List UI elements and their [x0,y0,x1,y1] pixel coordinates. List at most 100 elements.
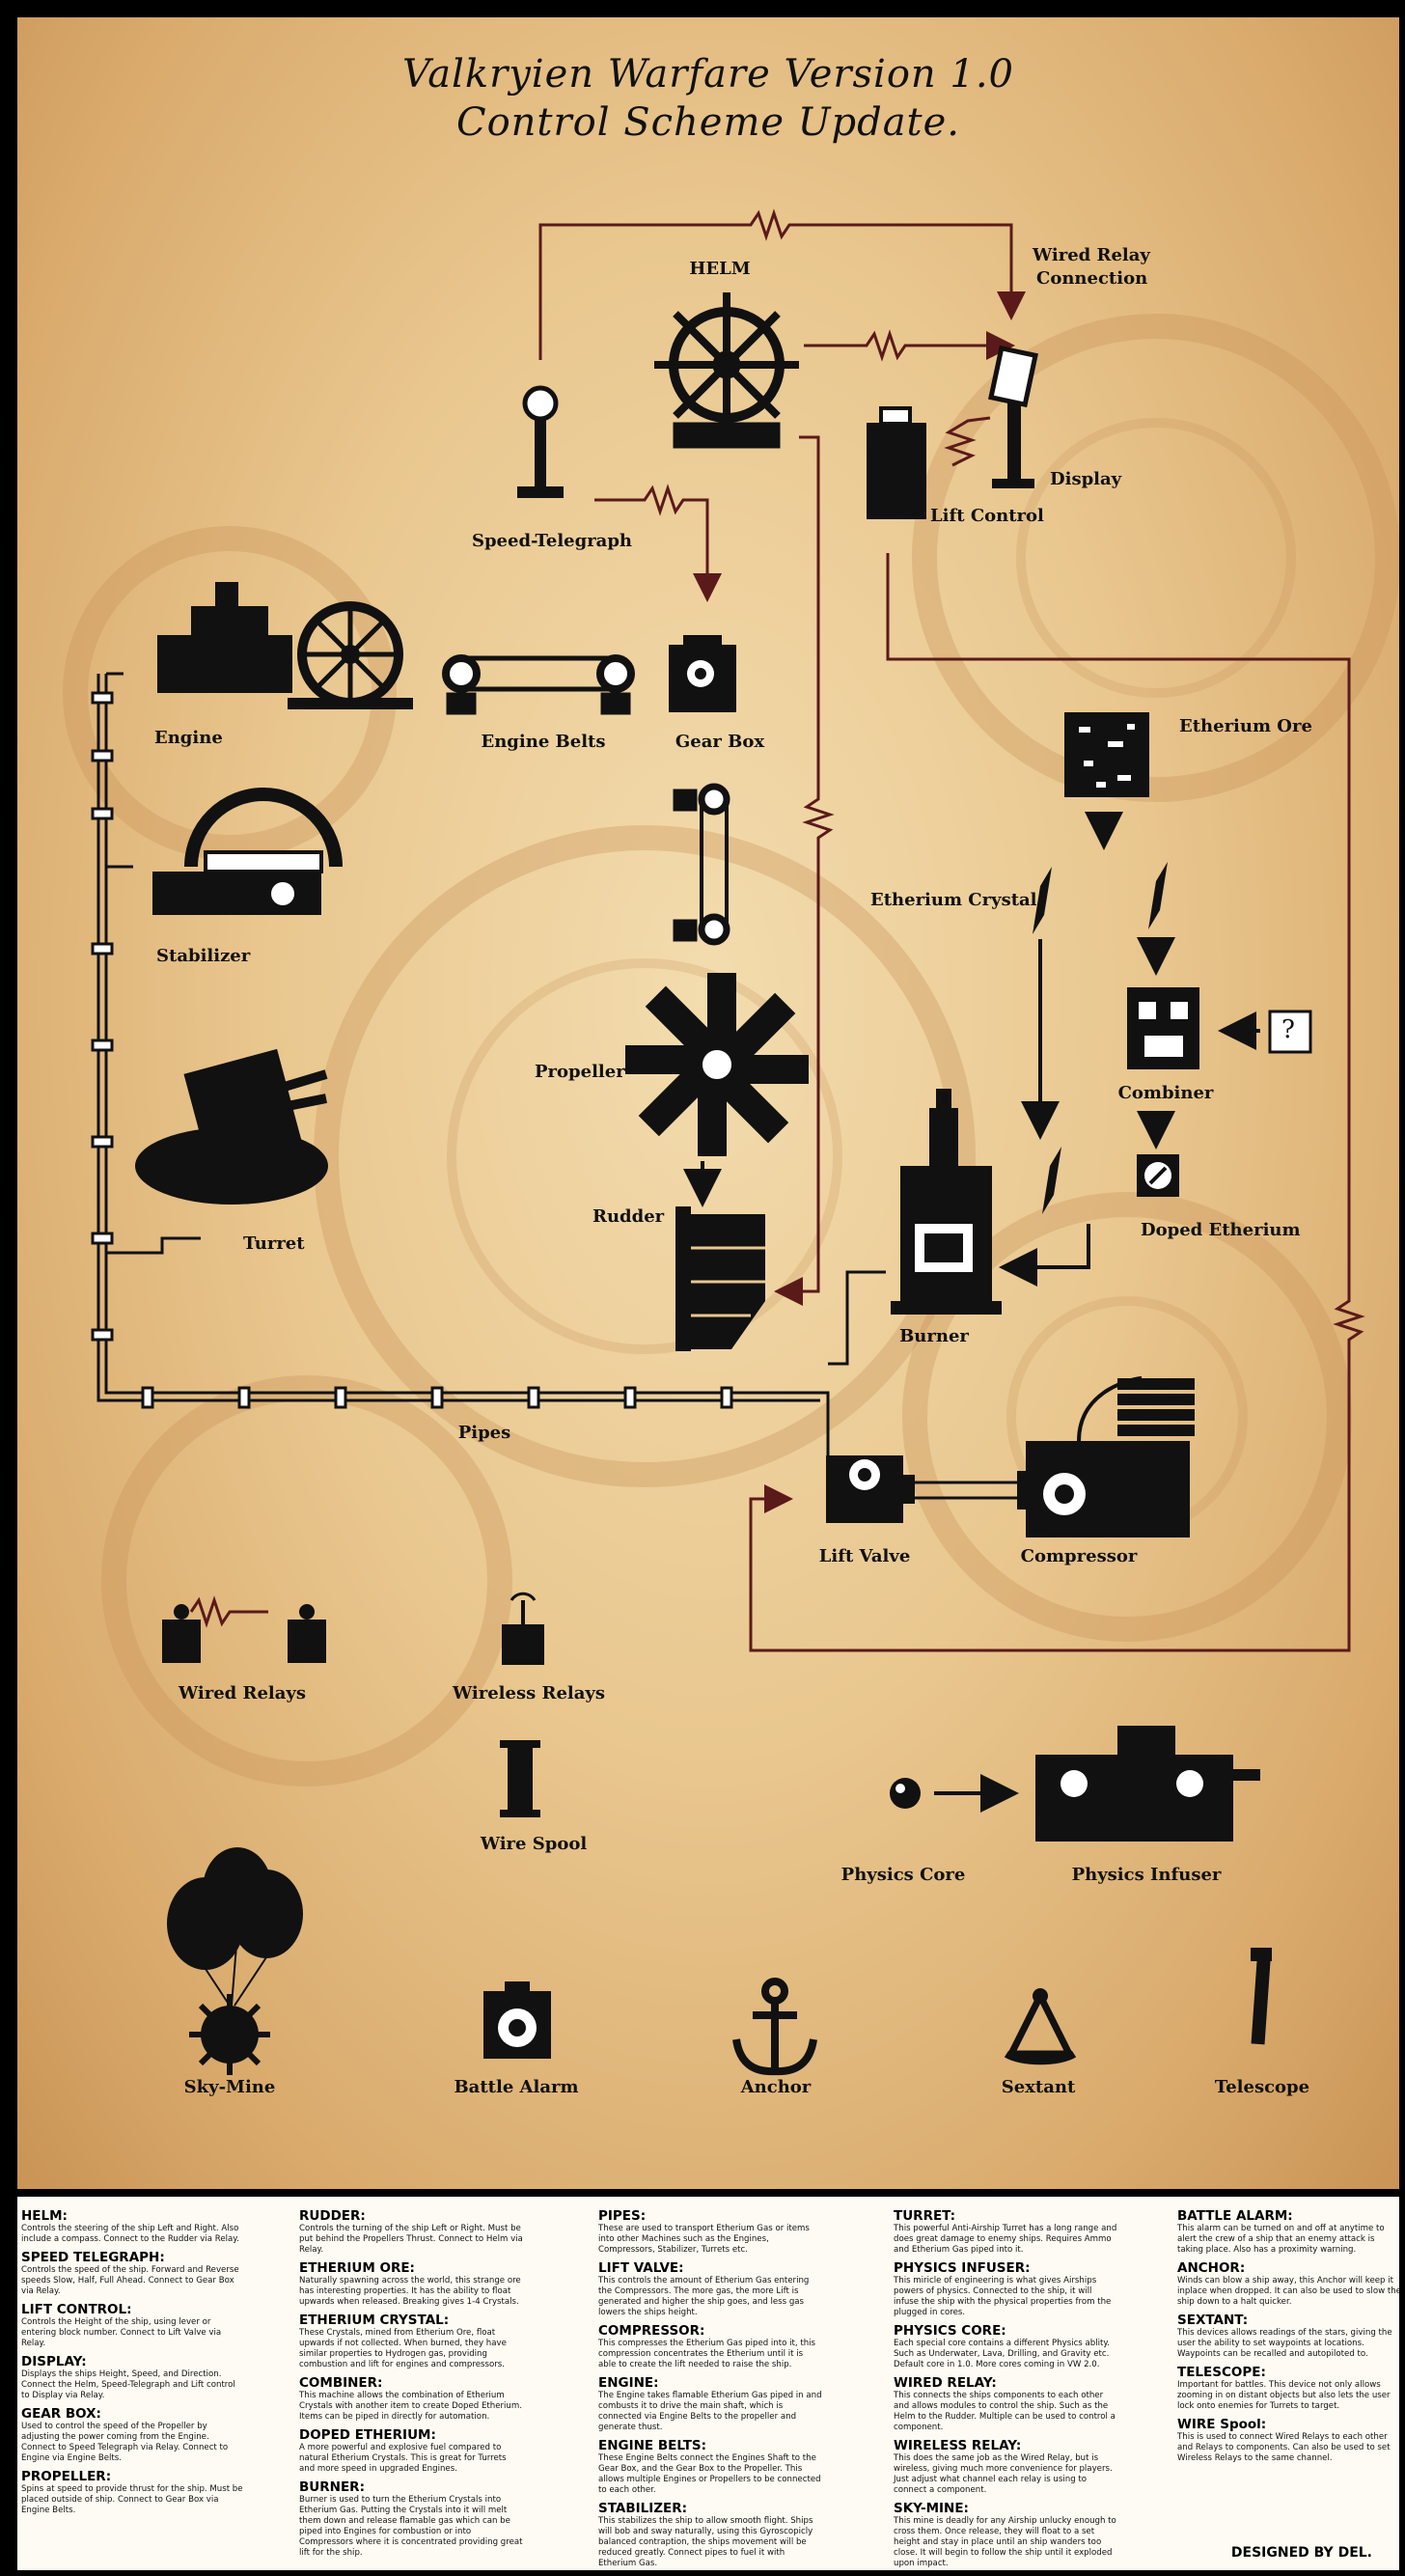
legend-entry: SKY-MINE: This mine is deadly for any Air… [894,2501,1117,2569]
speed-telegraph-icon [517,385,564,498]
etherium-ore-icon [1064,712,1149,797]
legend-entry-text: Displays the ships Height, Speed, and Di… [21,2369,235,2400]
label-helm: HELM [689,259,751,279]
unknown-item-box-icon [1268,1010,1312,1054]
legend-entry: SEXTANT: This devices allows readings of … [1177,2313,1399,2360]
label-engine-belts: Engine Belts [481,732,606,752]
legend-entry-heading: BURNER: [299,2479,365,2495]
legend-entry: RUDDER: Controls the turning of the ship … [299,2208,523,2256]
legend-entry-text: This stabilizes the ship to allow smooth… [598,2516,813,2568]
label-gear-box: Gear Box [675,732,765,752]
legend-entry-text: Controls the steering of the ship Left a… [21,2224,239,2244]
label-lift-control: Lift Control [930,506,1044,526]
battle-alarm-icon [483,1981,551,2059]
legend-entry-heading: WIRED RELAY: [894,2375,997,2391]
label-pipes: Pipes [457,1423,511,1443]
legend-entry-heading: LIFT VALVE: [598,2260,684,2276]
title-line-2: Control Scheme Update. [455,100,961,145]
legend-entry-heading: SKY-MINE: [894,2501,969,2516]
legend-entry-heading: ETHERIUM CRYSTAL: [299,2313,450,2328]
wired-relays-icon [162,1604,326,1663]
display-icon [988,345,1038,488]
doped-etherium-icon [1137,1154,1179,1197]
legend-entry: WIRELESS RELAY: This does the same job as… [894,2438,1117,2496]
legend-entry-heading: PIPES: [598,2208,647,2224]
etherium-crystal-icon [1033,862,1168,1214]
burner-icon [891,1089,1002,1315]
label-display: Display [1050,469,1122,489]
legend-entry-heading: SEXTANT: [1177,2313,1249,2328]
legend-entry: HELM: Controls the steering of the ship L… [21,2208,245,2245]
label-anchor: Anchor [740,2077,812,2097]
label-sextant: Sextant [1001,2077,1076,2097]
legend-entry-heading: DOPED ETHERIUM: [299,2427,436,2443]
legend-entry-text: Burner is used to turn the Etherium Crys… [299,2495,523,2558]
label-unknown-item: ? [1281,1015,1295,1044]
legend-entry: LIFT CONTROL: Controls the Height of the … [21,2302,245,2349]
legend-entry: BATTLE ALARM: This alarm can be turned on… [1177,2208,1399,2256]
legend-entry-heading: STABILIZER: [598,2501,688,2516]
legend-entry-text: Important for battles. This device not o… [1177,2380,1391,2411]
legend-entry: PHYSICS INFUSER: This miricle of engineer… [894,2260,1117,2318]
label-wired-relay-connection-2: Connection [1036,268,1148,289]
legend-entry-text: Naturally spawning across the world, thi… [299,2276,521,2307]
legend-entry: ENGINE BELTS: These Engine Belts connect … [598,2438,822,2496]
flow-arrows [683,812,1260,1813]
legend-entry-heading: COMBINER: [299,2375,383,2391]
wire-spool-icon [500,1740,540,1817]
legend-entry-text: This miricle of engineering is what give… [894,2276,1112,2317]
label-sky-mine: Sky-Mine [183,2077,276,2097]
legend-entry-text: Controls the speed of the ship. Forward … [21,2265,239,2296]
diagram-poster: Valkryien Warfare Version 1.0 Control Sc… [17,17,1399,2189]
anchor-icon [732,1978,817,2076]
legend-column: HELM: Controls the steering of the ship L… [21,2208,245,2521]
legend-entry-text: This connects the ships components to ea… [894,2391,1116,2432]
legend-entry: DOPED ETHERIUM: A more powerful and explo… [299,2427,523,2475]
title-line-1: Valkryien Warfare Version 1.0 [401,52,1015,97]
combiner-icon [1127,987,1199,1069]
turret-icon [135,1048,328,1205]
legend-entry-heading: ANCHOR: [1177,2260,1246,2276]
label-engine: Engine [154,728,223,748]
label-wireless-relays: Wireless Relays [452,1683,606,1703]
legend-entry-text: This does the same job as the Wired Rela… [894,2453,1113,2495]
lift-valve-icon [826,1455,1029,1523]
legend-entry: WIRE Spool: This is used to connect Wired… [1177,2417,1399,2464]
legend-entry-text: Used to control the speed of the Propell… [21,2422,229,2463]
sky-mine-icon [167,1847,303,2075]
legend-entry: TELESCOPE: Important for battles. This de… [1177,2365,1399,2412]
label-doped-etherium: Doped Etherium [1141,1220,1301,1240]
legend-entry-heading: RUDDER: [299,2208,366,2224]
legend-entry: PROPELLER: Spins at speed to provide thru… [21,2469,245,2516]
legend-entry-heading: PROPELLER: [21,2469,112,2484]
legend-entry-text: This machine allows the combination of E… [299,2391,522,2422]
legend-entry: ETHERIUM ORE: Naturally spawning across t… [299,2260,523,2308]
poster-frame: Valkryien Warfare Version 1.0 Control Sc… [6,6,1399,2570]
label-lift-valve: Lift Valve [818,1546,911,1566]
stabilizer-icon [152,788,343,915]
gear-box-icon [669,635,736,712]
label-propeller: Propeller [535,1062,625,1082]
legend-entry-text: This mine is deadly for any Airship unlu… [894,2516,1116,2568]
sextant-icon [1004,1988,1077,2065]
rudder-icon [675,1206,765,1351]
helm-icon [654,292,799,449]
label-physics-infuser: Physics Infuser [1071,1865,1222,1885]
legend-entry-heading: SPEED TELEGRAPH: [21,2250,165,2265]
legend-entry: GEAR BOX: Used to control the speed of th… [21,2406,245,2464]
legend-entry: LIFT VALVE: This controls the amount of E… [598,2260,822,2318]
compressor-icon [1026,1376,1195,1537]
propeller-belt-icon [673,783,730,946]
label-telescope: Telescope [1214,2077,1310,2097]
legend-column: PIPES: These are used to transport Etheri… [598,2208,822,2570]
legend-entry-text: Controls the turning of the ship Left or… [299,2224,523,2255]
legend-entry: WIRED RELAY: This connects the ships comp… [894,2375,1117,2433]
wireless-relays-icon [502,1592,544,1665]
label-turret: Turret [243,1233,305,1254]
legend-entry: TURRET: This powerful Anti-Airship Turret… [894,2208,1117,2256]
legend-entry: SPEED TELEGRAPH: Controls the speed of th… [21,2250,245,2297]
legend-entry: ENGINE: The Engine takes flamable Etheriu… [598,2375,822,2433]
legend-entry-text: Spins at speed to provide thrust for the… [21,2484,243,2515]
legend-entry-heading: COMPRESSOR: [598,2323,705,2339]
legend-entry-heading: PHYSICS CORE: [894,2323,1006,2339]
